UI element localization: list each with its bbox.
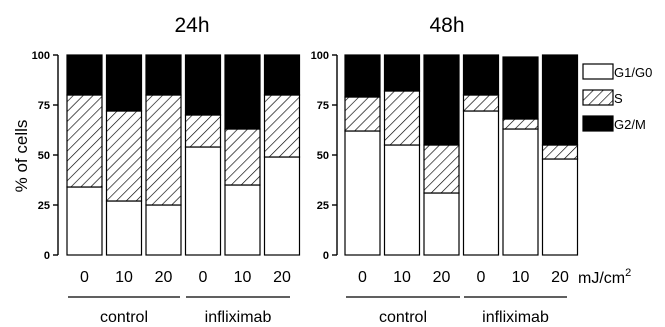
unit-label-base: mJ/cm [578,270,625,287]
x-tick-label: 10 [512,269,530,286]
x-tick-label: 0 [199,269,208,286]
bar-segment-s [184,114,222,148]
bar-segment-g1-g0 [66,186,103,256]
y-tick-label: 50 [38,150,50,162]
x-tick-label: 10 [393,269,411,286]
legend-swatch-g1g0 [582,63,614,80]
bar-segment-s [502,118,539,130]
x-tick-label: 0 [80,269,89,286]
x-tick-label: 10 [234,269,252,286]
bar-segment-s [383,90,421,146]
x-tick-label: 20 [155,269,173,286]
bar-segment-g1-g0 [383,144,421,256]
y-tick-label: 100 [311,50,329,62]
unit-label: mJ/cm2 [578,267,631,287]
chart-title: 24h [174,14,209,37]
bar-segment-g2-m [105,54,143,112]
chart-title: 48h [429,14,464,37]
legend-swatch-g2m [582,115,614,132]
legend-label-s: S [614,91,623,106]
bar-segment-g2-m [541,54,579,146]
bar-segment-g2-m [145,54,182,96]
bar-segment-g2-m [66,54,103,96]
bar-segment-s [145,94,182,206]
legend-label-g1g0: G1/G0 [614,65,652,80]
bar-segment-g2-m [502,56,539,120]
legend: G1/G0 S G2/M [582,63,652,132]
bar-segment-g1-g0 [502,128,539,256]
bar-segment-s [263,94,301,158]
bar-segment-s [541,144,579,160]
bar-segment-g2-m [224,54,261,130]
group-label: infliximab [482,309,549,326]
bar-segment-g1-g0 [423,192,460,256]
bar-segment-g1-g0 [263,156,301,256]
y-tick-label: 0 [44,250,50,262]
group-label: infliximab [205,309,272,326]
bar-segment-s [462,94,500,112]
x-tick-label: 0 [358,269,367,286]
bar-segment-g2-m [344,54,381,98]
bar-segment-g1-g0 [344,130,381,256]
y-tick-label: 0 [323,250,329,262]
legend-swatch-s [582,89,614,106]
chart-48h: 48h 0 25 50 75 100 0 10 20 0 10 20 control infliximab [311,14,579,326]
bar-segment-s [66,94,103,188]
bar-segment-s [344,96,381,132]
y-tick-label: 100 [32,50,50,62]
unit-label-superscript: 2 [625,267,631,279]
group-label: control [379,309,427,326]
bar-segment-s [224,128,261,186]
y-axis-label: % of cells [12,120,31,193]
y-tick-label: 25 [38,200,50,212]
bar-segment-g1-g0 [224,184,261,256]
y-tick-label: 50 [317,150,329,162]
bar-segment-s [105,110,143,202]
x-tick-label: 20 [433,269,451,286]
bar-segment-g2-m [263,54,301,96]
bar-segment-g2-m [184,54,222,116]
legend-label-g2m: G2/M [614,117,646,132]
bar-segment-g1-g0 [105,200,143,256]
group-label: control [100,309,148,326]
bar-segment-g2-m [423,54,460,146]
bar-segment-g1-g0 [541,158,579,256]
bar-segment-g2-m [462,54,500,96]
x-tick-label: 20 [551,269,569,286]
y-tick-label: 75 [38,100,50,112]
bar-segment-g1-g0 [145,204,182,256]
x-tick-label: 0 [477,269,486,286]
bar-segment-g2-m [383,54,421,92]
bar-segment-g1-g0 [184,146,222,256]
bar-segment-g1-g0 [462,110,500,256]
x-tick-label: 20 [273,269,291,286]
y-tick-label: 75 [317,100,329,112]
bar-segment-s [423,144,460,194]
x-tick-label: 10 [115,269,133,286]
y-tick-label: 25 [317,200,329,212]
chart-24h: 24h 0 25 50 75 100 0 10 20 0 10 20 control infliximab [32,14,301,326]
